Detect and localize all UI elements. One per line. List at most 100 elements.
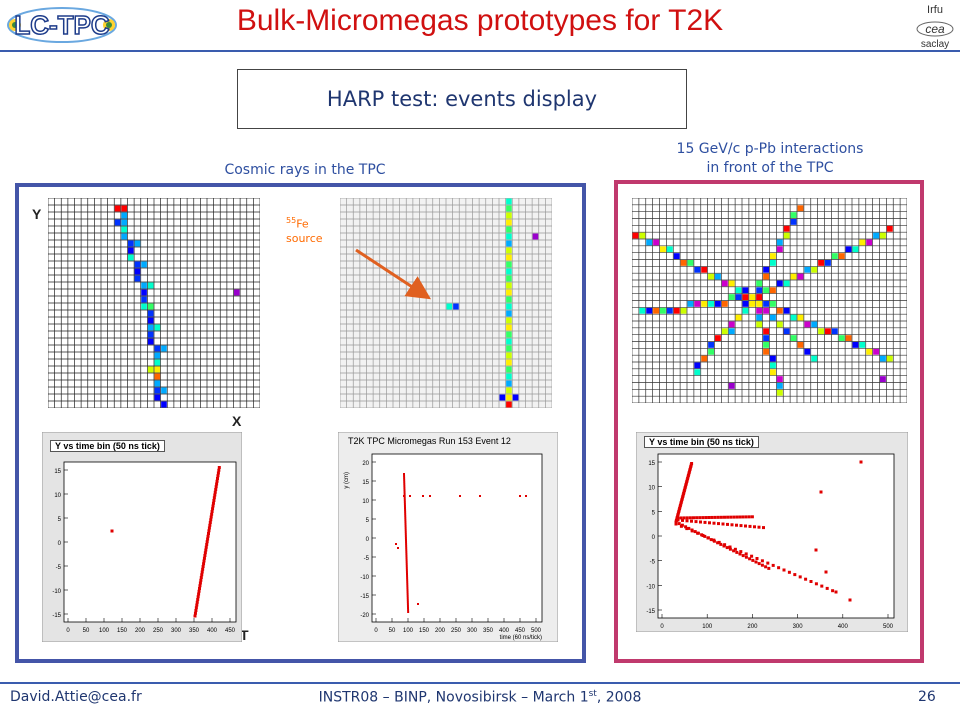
time-plot-p-pb: Y vs time bin (50 ns tick) 15 10 5 0 -5 -10 -1… [635,431,909,633]
hit-marker [216,477,219,480]
pad-hit [770,287,776,294]
hit-marker [404,521,407,523]
y-axis-label: Y [32,206,42,222]
y-tick-label: 10 [648,486,655,492]
plot2-ylabel: y (cm) [344,472,350,489]
hit-marker [747,515,751,519]
hit-marker [403,485,406,487]
pad-hit [742,294,749,300]
hit-marker [679,516,683,520]
hit-marker [403,483,406,485]
hit-marker [732,549,736,553]
hit-marker [406,597,409,599]
pad-hit [506,254,512,261]
hit-marker [726,515,730,519]
hit-marker [404,517,407,519]
hit-marker [728,547,732,551]
hit-marker [738,552,742,556]
hit-marker [721,522,725,526]
x-tick-label: 350 [189,628,200,634]
pad-hit [147,331,154,338]
hit-marker [741,554,745,558]
hit-marker [395,543,397,545]
pad-hit [154,387,161,394]
pad-hit [728,280,735,287]
subtitle-box: HARP test: events display [237,69,687,129]
pad-hit [721,328,728,335]
hit-marker [405,567,408,569]
caption-cosmic-rays: Cosmic rays in the TPC [224,162,386,178]
footer-rule [0,682,960,684]
pad-hit [532,233,539,240]
hit-marker [682,516,686,520]
x-tick-label: 150 [419,628,430,634]
hit-marker [404,529,407,531]
hit-marker [725,546,729,550]
pad-hit [701,355,708,362]
hit-marker [699,520,702,524]
hit-marker [750,554,754,558]
pad-hit [147,317,154,324]
pad-hit [818,260,824,266]
hit-marker [692,516,695,520]
hit-marker [676,518,680,522]
x-tick-label: 100 [702,624,713,630]
hit-marker [741,515,745,519]
pad-hit [121,226,127,233]
hit-marker [207,532,210,535]
pad-hit [715,301,721,307]
x-tick-label: 250 [153,628,164,634]
pad-hit [506,345,512,352]
hit-marker [405,569,408,571]
hit-marker [198,584,202,588]
footer-conf-year: , 2008 [596,689,642,706]
pad-hit [499,394,506,401]
y-tick-label: -15 [360,594,369,600]
pad-hit [776,321,783,328]
hit-marker [748,557,752,561]
hit-marker [404,537,407,539]
caption-p-pb: 15 GeV/c p-Pb interactions in front of t… [600,140,940,178]
y-tick-label: 0 [58,541,62,547]
pad-hit [506,373,512,380]
pad-display-p-pb [632,198,907,403]
hit-marker [859,460,863,464]
pad-hit [790,273,797,280]
y-tick-label: 10 [362,499,369,505]
pad-hit [141,289,147,296]
pad-hit [831,253,838,259]
hit-marker [209,518,213,522]
hit-marker [110,529,114,533]
pad-hit [506,240,512,247]
x-tick-label: 500 [883,624,894,630]
pad-hit [673,253,680,259]
hit-marker [793,573,797,577]
pad-hit [880,232,886,239]
pad-hit [756,301,763,307]
hit-marker [210,512,214,516]
caption-p-pb-line1: 15 GeV/c p-Pb interactions [676,141,864,157]
pad-hit [154,352,161,359]
pad-hit [797,342,804,348]
hit-marker [212,496,216,500]
hit-marker [203,554,207,557]
pad-hit [783,232,790,239]
pad-hit [776,376,783,382]
hit-marker [195,600,199,604]
hit-marker [732,515,736,519]
pad-grid [632,198,907,403]
footer-page-number: 26 [918,689,936,705]
pad-hit [128,247,134,254]
hit-marker [403,495,405,497]
hit-marker [403,481,406,483]
hit-marker [212,499,216,502]
hit-marker [709,538,713,542]
hit-marker [403,493,406,495]
hit-marker [804,577,808,581]
hit-marker [707,516,711,519]
pad-hit [147,303,154,310]
pad-hit [653,307,659,314]
hit-marker [814,548,818,552]
hit-marker [204,548,208,552]
